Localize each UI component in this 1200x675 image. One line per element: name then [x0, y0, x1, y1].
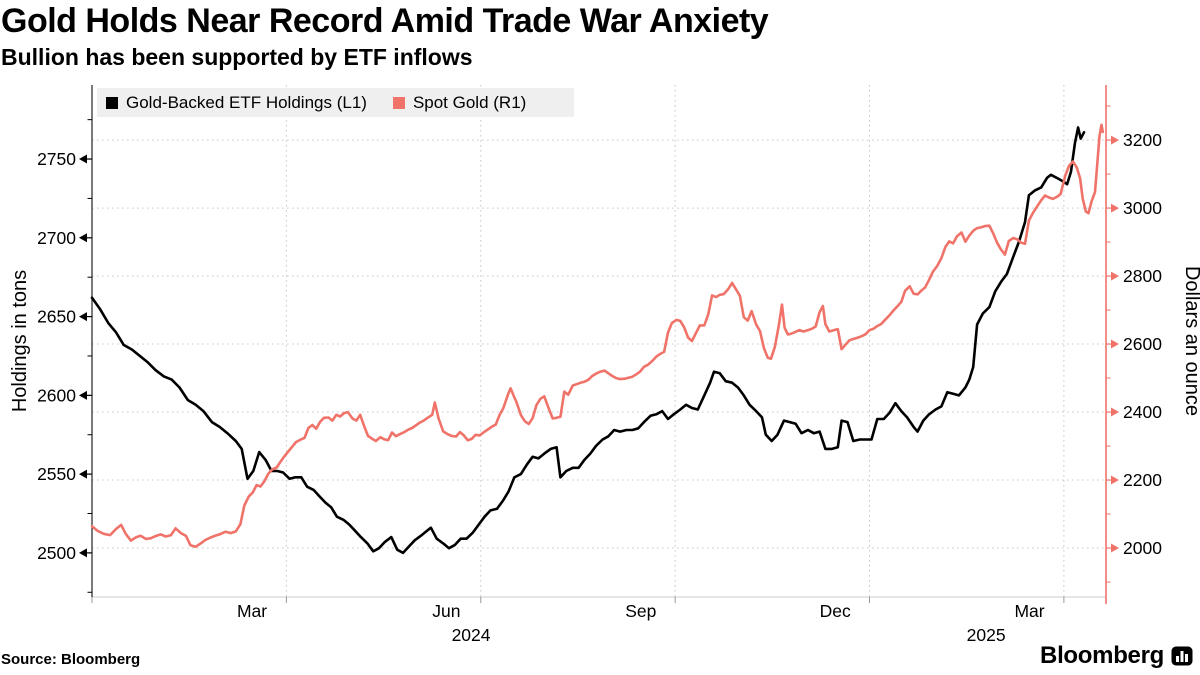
right-axis-tick-label: 3000	[1123, 198, 1162, 218]
left-axis-tick-label: 2500	[37, 543, 76, 563]
spot-gold-legend-label: Spot Gold (R1)	[412, 92, 527, 112]
left-axis-tick-label: 2600	[37, 385, 76, 405]
right-tick-arrow-icon	[1111, 203, 1119, 213]
left-tick-arrow-icon	[79, 154, 87, 164]
chart-legend: Gold-Backed ETF Holdings (L1) Spot Gold …	[97, 88, 574, 117]
etf-holdings-legend-label: Gold-Backed ETF Holdings (L1)	[126, 92, 367, 112]
x-month-label: Mar	[237, 601, 267, 621]
left-tick-arrow-icon	[79, 312, 87, 322]
bloomberg-chart-bars-icon	[1171, 646, 1193, 666]
right-axis-tick-label: 2800	[1123, 266, 1162, 286]
etf-holdings-swatch-icon	[106, 96, 118, 109]
left-tick-arrow-icon	[79, 548, 87, 558]
etf-holdings-line	[90, 126, 1086, 555]
x-month-label: Dec	[820, 601, 851, 621]
right-axis-tick-label: 2000	[1123, 538, 1162, 558]
right-tick-arrow-icon	[1111, 543, 1119, 553]
left-axis-title: Holdings in tons	[9, 270, 31, 412]
left-tick-arrow-icon	[79, 233, 87, 243]
page-subtitle: Bullion has been supported by ETF inflow…	[1, 44, 473, 70]
left-tick-arrow-icon	[79, 469, 87, 479]
source-note: Source: Bloomberg	[1, 651, 141, 668]
spot-gold-line	[90, 123, 1105, 549]
x-month-label: Sep	[625, 601, 656, 621]
bloomberg-wordmark: Bloomberg	[1040, 642, 1164, 669]
left-axis-tick-label: 2650	[37, 307, 76, 327]
legend-item-spot-gold: Spot Gold (R1)	[392, 92, 527, 113]
bloomberg-logo: Bloomberg	[1040, 642, 1193, 670]
right-tick-arrow-icon	[1111, 271, 1119, 281]
right-axis-tick-label: 3200	[1123, 130, 1162, 150]
left-tick-arrow-icon	[79, 390, 87, 400]
x-month-label: Mar	[1014, 601, 1044, 621]
legend-item-etf-holdings: Gold-Backed ETF Holdings (L1)	[106, 93, 367, 113]
left-axis-tick-label: 2550	[37, 464, 76, 484]
spot-gold-swatch-icon	[392, 96, 405, 109]
right-axis-tick-label: 2400	[1123, 402, 1162, 422]
left-axis-tick-label: 2750	[37, 149, 76, 169]
right-tick-arrow-icon	[1111, 407, 1119, 417]
right-tick-arrow-icon	[1111, 339, 1119, 349]
right-axis-tick-label: 2600	[1123, 334, 1162, 354]
right-axis-tick-label: 2200	[1123, 470, 1162, 490]
left-axis-tick-label: 2700	[37, 228, 76, 248]
right-axis-title: Dollars an ounce	[1181, 266, 1200, 416]
right-tick-arrow-icon	[1111, 475, 1119, 485]
right-tick-arrow-icon	[1111, 135, 1119, 145]
x-year-label: 2025	[967, 625, 1006, 645]
page-title: Gold Holds Near Record Amid Trade War An…	[1, 2, 769, 40]
x-month-label: Jun	[432, 601, 460, 621]
x-year-label: 2024	[452, 625, 491, 645]
